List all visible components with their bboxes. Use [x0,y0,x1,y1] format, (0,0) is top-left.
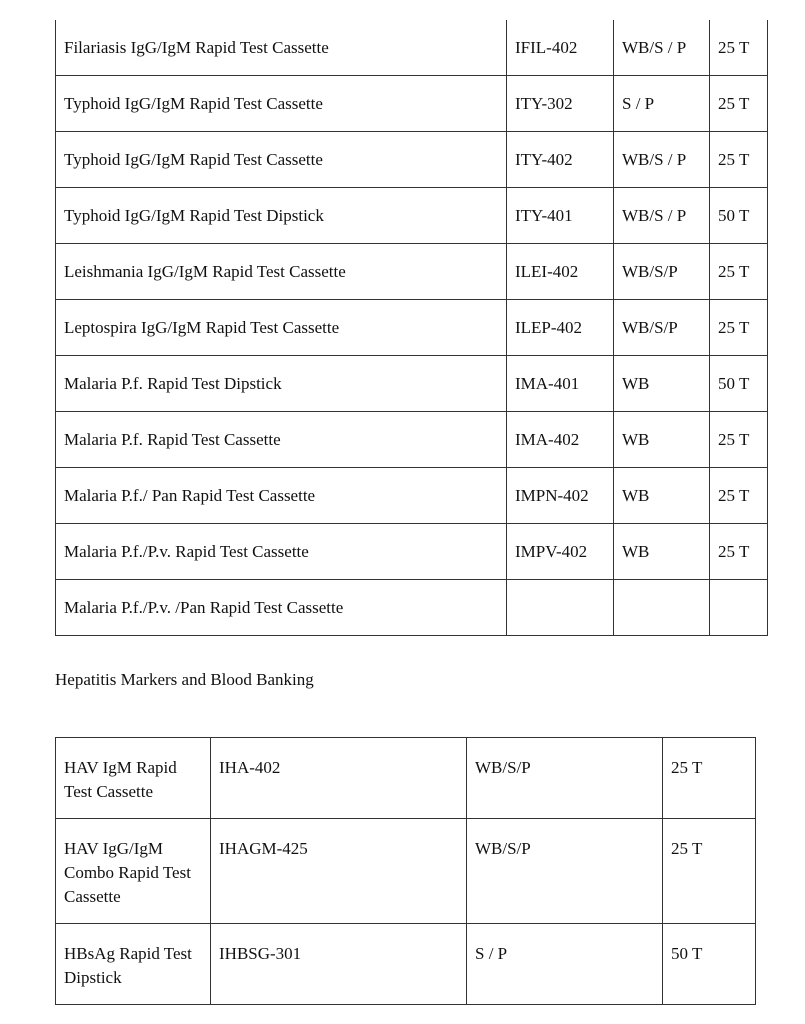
table-row: Malaria P.f./ Pan Rapid Test Cassette IMP… [55,467,768,524]
catalog-number-cell: IHA-402 [210,737,467,819]
table-row: Typhoid IgG/IgM Rapid Test Cassette ITY-4… [55,131,768,188]
table-row: Malaria P.f./P.v. Rapid Test Cassette IMP… [55,523,768,580]
specimen-cell: WB/S / P [613,131,710,188]
table-row: HAV IgG/IgM Combo Rapid Test Cassette IHA… [55,818,756,924]
specimen-cell: WB/S / P [613,187,710,244]
catalog-number-cell: ILEI-402 [506,243,614,300]
pack-size-cell: 25 T [662,818,756,924]
specimen-cell: WB [613,355,710,412]
specimen-cell: S / P [466,923,663,1005]
pack-size-cell: 25 T [709,467,768,524]
pack-size-cell: 25 T [709,299,768,356]
pack-size-cell: 25 T [709,243,768,300]
pack-size-cell: 25 T [709,131,768,188]
product-name-cell: Leishmania IgG/IgM Rapid Test Cassette [55,243,507,300]
specimen-cell [613,579,710,636]
pack-size-cell: 50 T [709,187,768,244]
product-name-cell: HBsAg Rapid Test Dipstick [55,923,211,1005]
product-table-hepatitis: HAV IgM Rapid Test Cassette IHA-402 WB/S/P… [55,737,756,1005]
table-row: Filariasis IgG/IgM Rapid Test Cassette IF… [55,20,768,76]
specimen-cell: WB/S/P [613,243,710,300]
specimen-cell: WB/S/P [613,299,710,356]
catalog-number-cell: IMA-402 [506,411,614,468]
specimen-cell: WB [613,467,710,524]
pack-size-cell: 50 T [662,923,756,1005]
catalog-number-cell: IMA-401 [506,355,614,412]
product-name-cell: Malaria P.f. Rapid Test Dipstick [55,355,507,412]
pack-size-cell: 50 T [709,355,768,412]
table-row: Leishmania IgG/IgM Rapid Test Cassette IL… [55,243,768,300]
section-heading: Hepatitis Markers and Blood Banking [55,670,314,689]
specimen-cell: WB/S / P [613,20,710,76]
table-row: Malaria P.f./P.v. /Pan Rapid Test Casset… [55,579,768,636]
product-name-cell: HAV IgG/IgM Combo Rapid Test Cassette [55,818,211,924]
table-row: Malaria P.f. Rapid Test Dipstick IMA-401 W… [55,355,768,412]
product-name-cell: Malaria P.f./ Pan Rapid Test Cassette [55,467,507,524]
catalog-number-cell: ITY-401 [506,187,614,244]
specimen-cell: WB [613,523,710,580]
product-name-cell: Malaria P.f. Rapid Test Cassette [55,411,507,468]
pack-size-cell: 25 T [709,75,768,132]
table-row: Leptospira IgG/IgM Rapid Test Cassette IL… [55,299,768,356]
pack-size-cell: 25 T [662,737,756,819]
specimen-cell: WB [613,411,710,468]
product-name-cell: Typhoid IgG/IgM Rapid Test Dipstick [55,187,507,244]
specimen-cell: WB/S/P [466,818,663,924]
product-name-cell: Filariasis IgG/IgM Rapid Test Cassette [55,20,507,76]
catalog-number-cell: ITY-402 [506,131,614,188]
product-name-cell: HAV IgM Rapid Test Cassette [55,737,211,819]
product-table-infectious: Filariasis IgG/IgM Rapid Test Cassette IF… [55,20,768,636]
catalog-number-cell: ILEP-402 [506,299,614,356]
product-name-cell: Typhoid IgG/IgM Rapid Test Cassette [55,75,507,132]
catalog-number-cell: IHBSG-301 [210,923,467,1005]
catalog-number-cell: IMPN-402 [506,467,614,524]
specimen-cell: S / P [613,75,710,132]
catalog-number-cell: IMPV-402 [506,523,614,580]
product-name-cell: Malaria P.f./P.v. /Pan Rapid Test Casset… [55,579,507,636]
table-row: HAV IgM Rapid Test Cassette IHA-402 WB/S/P… [55,737,756,819]
pack-size-cell: 25 T [709,523,768,580]
specimen-cell: WB/S/P [466,737,663,819]
product-name-cell: Malaria P.f./P.v. Rapid Test Cassette [55,523,507,580]
table-row: Malaria P.f. Rapid Test Cassette IMA-402 W… [55,411,768,468]
pack-size-cell [709,579,768,636]
catalog-number-cell: IHAGM-425 [210,818,467,924]
pack-size-cell: 25 T [709,411,768,468]
product-name-cell: Leptospira IgG/IgM Rapid Test Cassette [55,299,507,356]
table-row: Typhoid IgG/IgM Rapid Test Dipstick ITY-4… [55,187,768,244]
product-name-cell: Typhoid IgG/IgM Rapid Test Cassette [55,131,507,188]
table-row: Typhoid IgG/IgM Rapid Test Cassette ITY-3… [55,75,768,132]
pack-size-cell: 25 T [709,20,768,76]
catalog-number-cell: ITY-302 [506,75,614,132]
catalog-number-cell: IFIL-402 [506,20,614,76]
catalog-number-cell [506,579,614,636]
